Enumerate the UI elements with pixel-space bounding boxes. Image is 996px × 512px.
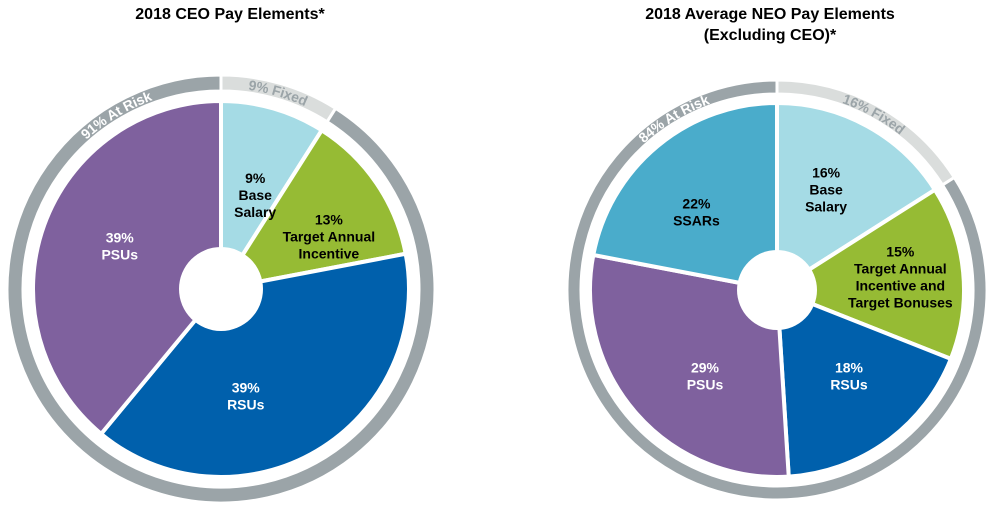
slice-label: 18% RSUs xyxy=(830,359,868,392)
slice-label-line: 16% xyxy=(812,164,841,180)
slice-label-line: Target Annual xyxy=(854,261,947,277)
slice-label-line: 22% xyxy=(682,196,711,212)
slice-label-line: Target Annual xyxy=(283,228,376,244)
ring-segment xyxy=(565,78,989,502)
slice-label: 13% Target Annual Incentive xyxy=(283,211,376,261)
slice-label: 9% Base Salary xyxy=(234,170,276,220)
slice-label-line: Incentive xyxy=(299,245,360,261)
pie-center-hole xyxy=(737,250,817,330)
slice-label-line: RSUs xyxy=(227,397,265,413)
pie-slice xyxy=(31,99,223,436)
slice-label: 15% Target Annual Incentive and Target Bonu… xyxy=(848,244,953,311)
pie-slice xyxy=(219,128,408,291)
slice-label: 39% RSUs xyxy=(227,380,265,413)
slice-label: 16% Base Salary xyxy=(805,164,847,214)
pie-slice xyxy=(775,288,953,479)
slice-label-line: Base xyxy=(238,187,272,203)
slice-label: 22% SSARs xyxy=(673,196,720,229)
chart-title-neo: 2018 Average NEO Pay Elements (Excluding … xyxy=(600,4,940,46)
pie-center-hole xyxy=(179,247,263,331)
pie-chart-1: 9% Base Salary 13% Target Annual Incentive39%… xyxy=(5,73,437,505)
slice-label-line: Incentive and xyxy=(856,278,945,294)
slice-label-line: 13% xyxy=(315,211,344,227)
chart-title-ceo: 2018 CEO Pay Elements* xyxy=(135,6,325,23)
slice-label: 29% PSUs xyxy=(687,359,724,392)
slice-label-line: Salary xyxy=(234,204,276,220)
slice-label-line: SSARs xyxy=(673,213,720,229)
slice-label-line: PSUs xyxy=(101,247,138,263)
pie-slice xyxy=(775,101,937,292)
slice-label-line: 18% xyxy=(835,359,864,375)
slice-label-line: Base xyxy=(809,181,843,197)
pie-slice xyxy=(775,187,966,361)
slice-label-line: Salary xyxy=(805,198,847,214)
pie-slice xyxy=(588,252,791,479)
chart-title-neo-line: (Excluding CEO)* xyxy=(703,27,837,44)
slice-label: 39% PSUs xyxy=(101,230,138,263)
pie-slice xyxy=(219,99,324,291)
pie-slice xyxy=(591,101,779,292)
ring-segment xyxy=(5,73,437,505)
slice-label-line: Target Bonuses xyxy=(848,295,953,311)
chart-title-neo-line: 2018 Average NEO Pay Elements xyxy=(645,6,895,23)
slice-label-line: 9% xyxy=(245,170,266,186)
slice-label-line: 39% xyxy=(106,230,135,246)
slice-label-line: RSUs xyxy=(830,376,868,392)
slice-label-line: 39% xyxy=(232,380,261,396)
slice-label-line: 15% xyxy=(886,244,915,260)
slice-label-line: 29% xyxy=(691,359,720,375)
slice-label-line: PSUs xyxy=(687,376,724,392)
pie-slice xyxy=(99,251,411,479)
